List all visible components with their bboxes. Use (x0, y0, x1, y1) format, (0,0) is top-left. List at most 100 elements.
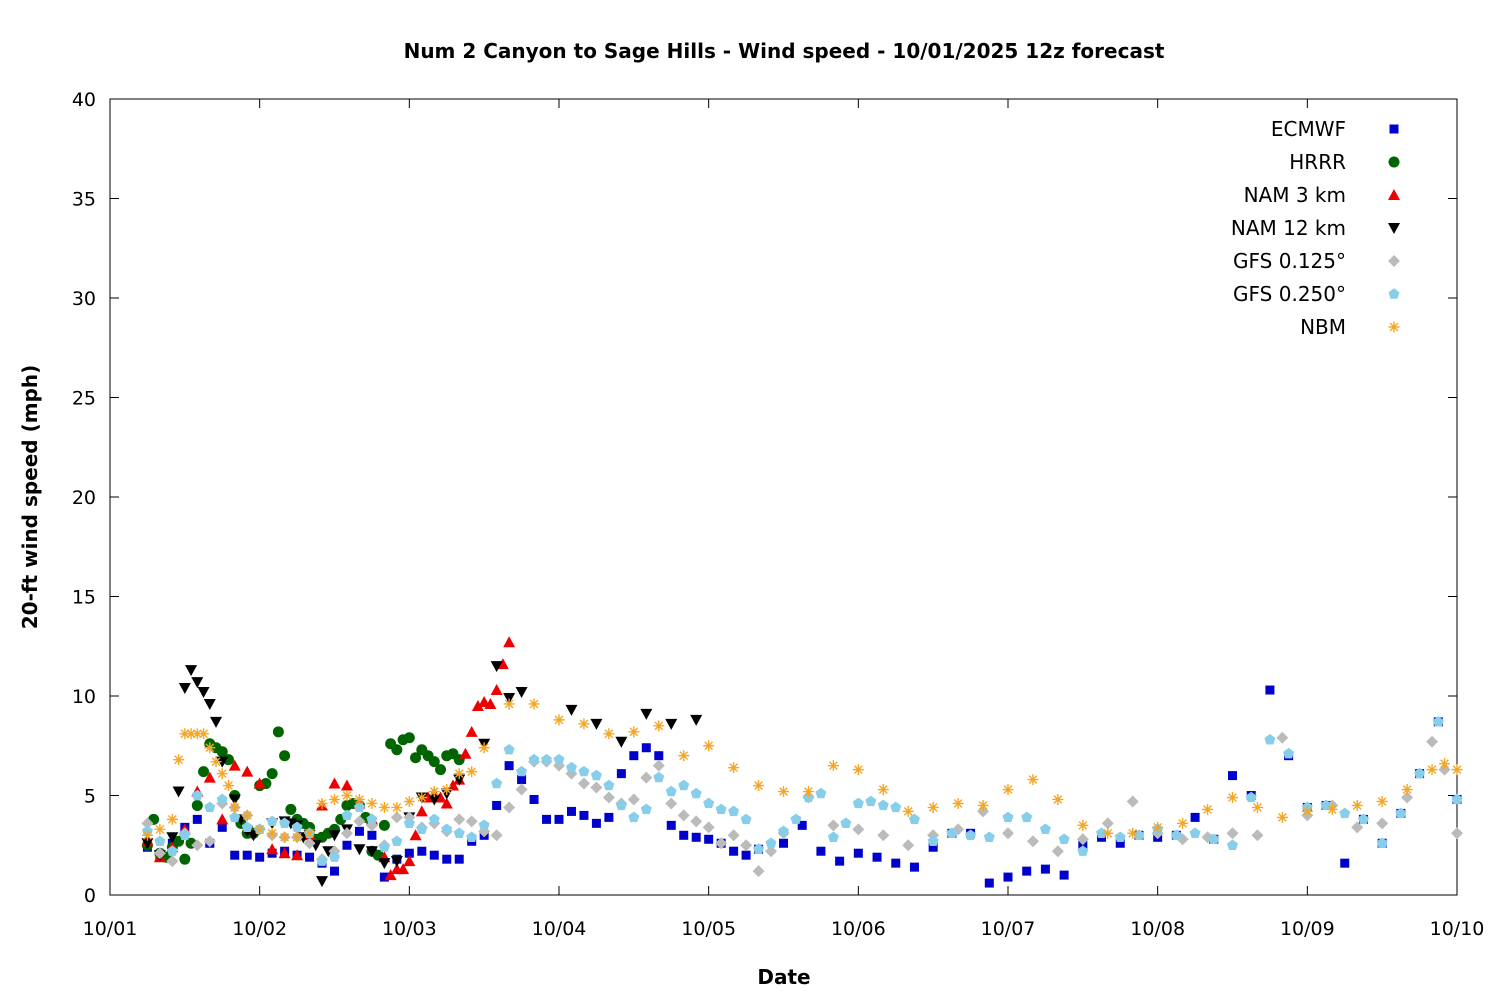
series-3 (141, 661, 703, 888)
data-point (1451, 764, 1463, 776)
data-point (403, 795, 415, 807)
data-point (927, 801, 939, 813)
data-point (179, 829, 191, 840)
data-point (1102, 827, 1114, 839)
data-point (328, 851, 341, 862)
data-point (453, 768, 465, 780)
data-point (872, 852, 882, 862)
x-tick-label: 10/09 (1280, 918, 1335, 940)
data-point (291, 831, 303, 843)
data-point (1395, 807, 1407, 819)
y-tick-label: 25 (72, 388, 96, 410)
data-point (435, 764, 447, 776)
y-tick-label: 40 (72, 89, 96, 111)
data-point (615, 736, 628, 748)
x-tick-label: 10/03 (382, 918, 437, 940)
data-point (191, 839, 204, 852)
data-point (902, 805, 914, 817)
legend-marker (1388, 321, 1400, 333)
data-point (453, 827, 465, 838)
data-point (216, 768, 228, 780)
data-point (191, 677, 204, 689)
data-point (1077, 819, 1089, 831)
data-point (690, 787, 702, 799)
y-tick-label: 30 (72, 288, 96, 310)
data-point (378, 801, 390, 813)
data-point (496, 658, 509, 670)
data-point (504, 761, 514, 771)
data-point (203, 698, 216, 710)
data-point (490, 661, 503, 673)
data-point (902, 839, 915, 852)
data-point (440, 797, 453, 809)
data-point (316, 876, 329, 888)
data-point (141, 817, 154, 830)
data-point (579, 810, 589, 820)
data-point (1251, 801, 1263, 813)
data-point (353, 793, 365, 805)
data-point (553, 714, 565, 726)
data-point (428, 794, 441, 806)
data-point (366, 813, 378, 825)
data-point (185, 728, 197, 740)
data-point (753, 843, 765, 854)
data-point (166, 845, 178, 856)
data-point (1226, 827, 1239, 840)
data-point (590, 781, 603, 794)
series-5 (141, 716, 1463, 866)
data-point (528, 698, 540, 710)
data-point (466, 766, 478, 778)
data-point (229, 801, 241, 813)
data-point (503, 801, 516, 814)
data-point (1339, 807, 1351, 819)
data-point (503, 698, 515, 710)
data-point (428, 756, 440, 768)
data-point (153, 847, 166, 860)
data-point (266, 815, 278, 827)
data-point (434, 791, 447, 803)
data-point (740, 839, 753, 852)
data-point (354, 826, 364, 836)
data-point (977, 799, 989, 811)
legend-label: ECMWF (1271, 117, 1346, 141)
data-point (1376, 817, 1389, 830)
data-point (378, 841, 390, 852)
data-point (173, 754, 185, 766)
data-point (179, 728, 191, 740)
data-point (1202, 803, 1214, 815)
data-point (641, 743, 651, 753)
data-point (1301, 805, 1313, 817)
data-point (1320, 799, 1332, 811)
data-point (166, 813, 178, 825)
data-point (666, 820, 676, 830)
data-point (665, 718, 678, 730)
data-point (753, 780, 765, 792)
data-point (653, 771, 665, 783)
data-point (797, 820, 807, 830)
data-point (442, 854, 452, 864)
x-tick-label: 10/04 (532, 918, 587, 940)
data-point (365, 846, 378, 858)
data-point (204, 742, 216, 754)
data-point (1152, 821, 1164, 833)
data-point (615, 799, 627, 811)
data-point (616, 769, 626, 779)
data-point (391, 801, 403, 813)
data-point (640, 771, 653, 784)
data-point (285, 803, 297, 815)
y-tick-label: 5 (84, 786, 96, 808)
data-point (778, 786, 789, 798)
data-point (328, 830, 341, 842)
legend-label: NBM (1300, 315, 1346, 339)
data-point (241, 765, 254, 777)
data-point (429, 850, 439, 860)
data-point (1189, 827, 1201, 838)
data-point (627, 793, 640, 806)
legend-marker (1388, 255, 1400, 267)
data-point (198, 766, 210, 778)
data-point (1251, 829, 1264, 842)
legend-marker (1389, 124, 1399, 134)
data-point (166, 855, 179, 868)
data-point (965, 829, 977, 840)
data-point (591, 818, 601, 828)
